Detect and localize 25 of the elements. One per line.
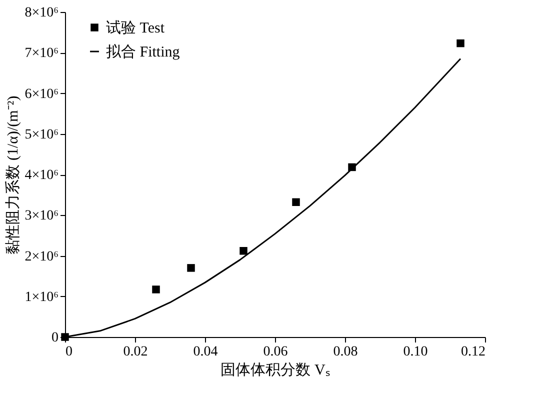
- x-tick-label: 0: [66, 344, 72, 360]
- y-tick-label: 3×10⁶: [24, 208, 59, 224]
- x-tick-label: 0.08: [333, 344, 358, 360]
- y-tick-label: 5×10⁶: [24, 127, 59, 142]
- y-tick-label: 2×10⁶: [24, 249, 59, 264]
- point: [292, 198, 300, 206]
- legend-label: 试验 Test: [106, 20, 166, 36]
- x-tick-label: 0.04: [193, 344, 218, 360]
- point: [152, 286, 160, 294]
- x-tick-label: 0.10: [403, 344, 428, 360]
- point: [456, 39, 464, 48]
- legend-label: 拟合 Fitting: [106, 44, 180, 60]
- x-axis-title: 固体体积分数 Vₛ: [220, 362, 330, 378]
- y-tick-label: 6×10⁶: [24, 86, 59, 102]
- y-tick-label: 1×10⁶: [24, 290, 59, 305]
- point: [240, 247, 248, 255]
- y-tick-label: 7×10⁶: [24, 46, 59, 62]
- y-tick-label: 4×10⁶: [24, 168, 59, 183]
- y-tick-label: 0: [52, 330, 58, 346]
- x-tick-label: 0.12: [461, 344, 486, 360]
- x-tick-label: 0.02: [123, 344, 148, 360]
- x-tick-label: 0.06: [263, 344, 288, 360]
- point: [187, 264, 195, 272]
- y-tick-label: 8×10⁶: [24, 6, 59, 20]
- y-axis-title: 黏性阻力系数 (1/α)/(m⁻²): [4, 96, 22, 254]
